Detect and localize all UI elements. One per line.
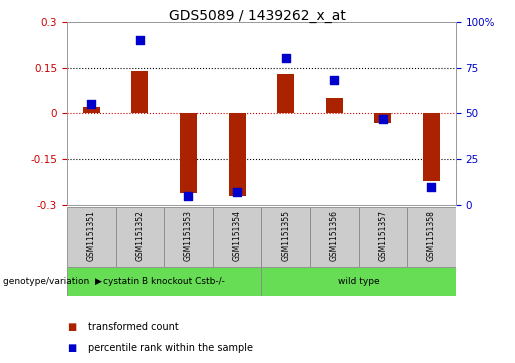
Text: genotype/variation  ▶: genotype/variation ▶ xyxy=(3,277,101,286)
Bar xyxy=(164,207,213,267)
Text: cystatin B knockout Cstb-/-: cystatin B knockout Cstb-/- xyxy=(103,277,225,286)
Point xyxy=(184,193,193,199)
Text: GSM1151354: GSM1151354 xyxy=(233,210,242,261)
Bar xyxy=(115,207,164,267)
Bar xyxy=(277,74,294,113)
Bar xyxy=(131,71,148,113)
Text: ■: ■ xyxy=(67,343,76,354)
Text: GSM1151355: GSM1151355 xyxy=(281,210,290,261)
Bar xyxy=(326,98,343,113)
Bar xyxy=(180,113,197,193)
Bar xyxy=(374,113,391,123)
Point xyxy=(87,101,95,107)
Text: GSM1151352: GSM1151352 xyxy=(135,210,144,261)
Point xyxy=(233,189,241,195)
Text: GSM1151357: GSM1151357 xyxy=(379,210,387,261)
Bar xyxy=(423,113,440,181)
Text: GSM1151351: GSM1151351 xyxy=(87,210,96,261)
Text: percentile rank within the sample: percentile rank within the sample xyxy=(88,343,252,354)
Bar xyxy=(261,207,310,267)
Bar xyxy=(229,113,246,196)
Point xyxy=(136,37,144,43)
Text: GSM1151356: GSM1151356 xyxy=(330,210,339,261)
Point xyxy=(427,184,436,189)
Bar xyxy=(83,107,100,113)
Point xyxy=(282,56,290,61)
Bar xyxy=(67,207,115,267)
Text: transformed count: transformed count xyxy=(88,322,178,332)
Text: ■: ■ xyxy=(67,322,76,332)
Text: GDS5089 / 1439262_x_at: GDS5089 / 1439262_x_at xyxy=(169,9,346,23)
Point xyxy=(379,116,387,122)
Bar xyxy=(310,207,358,267)
Bar xyxy=(213,207,261,267)
Text: GSM1151358: GSM1151358 xyxy=(427,210,436,261)
Bar xyxy=(407,207,456,267)
Bar xyxy=(67,267,261,296)
Bar xyxy=(358,207,407,267)
Text: wild type: wild type xyxy=(338,277,380,286)
Point xyxy=(330,78,338,83)
Text: GSM1151353: GSM1151353 xyxy=(184,210,193,261)
Bar xyxy=(261,267,456,296)
